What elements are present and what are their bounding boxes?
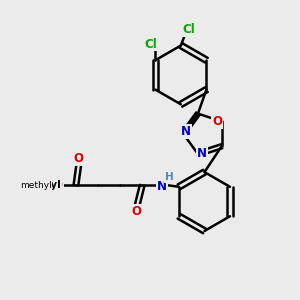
Text: methyl: methyl (20, 180, 61, 190)
Text: H: H (165, 172, 174, 182)
Text: O: O (212, 115, 222, 128)
Text: Cl: Cl (145, 38, 158, 50)
Text: N: N (181, 125, 191, 138)
Text: O: O (53, 179, 63, 192)
Text: Cl: Cl (182, 23, 195, 36)
Text: N: N (157, 180, 167, 193)
Text: methyl: methyl (20, 181, 52, 190)
Text: O: O (74, 152, 84, 165)
Text: N: N (197, 148, 207, 160)
Text: O: O (132, 205, 142, 218)
